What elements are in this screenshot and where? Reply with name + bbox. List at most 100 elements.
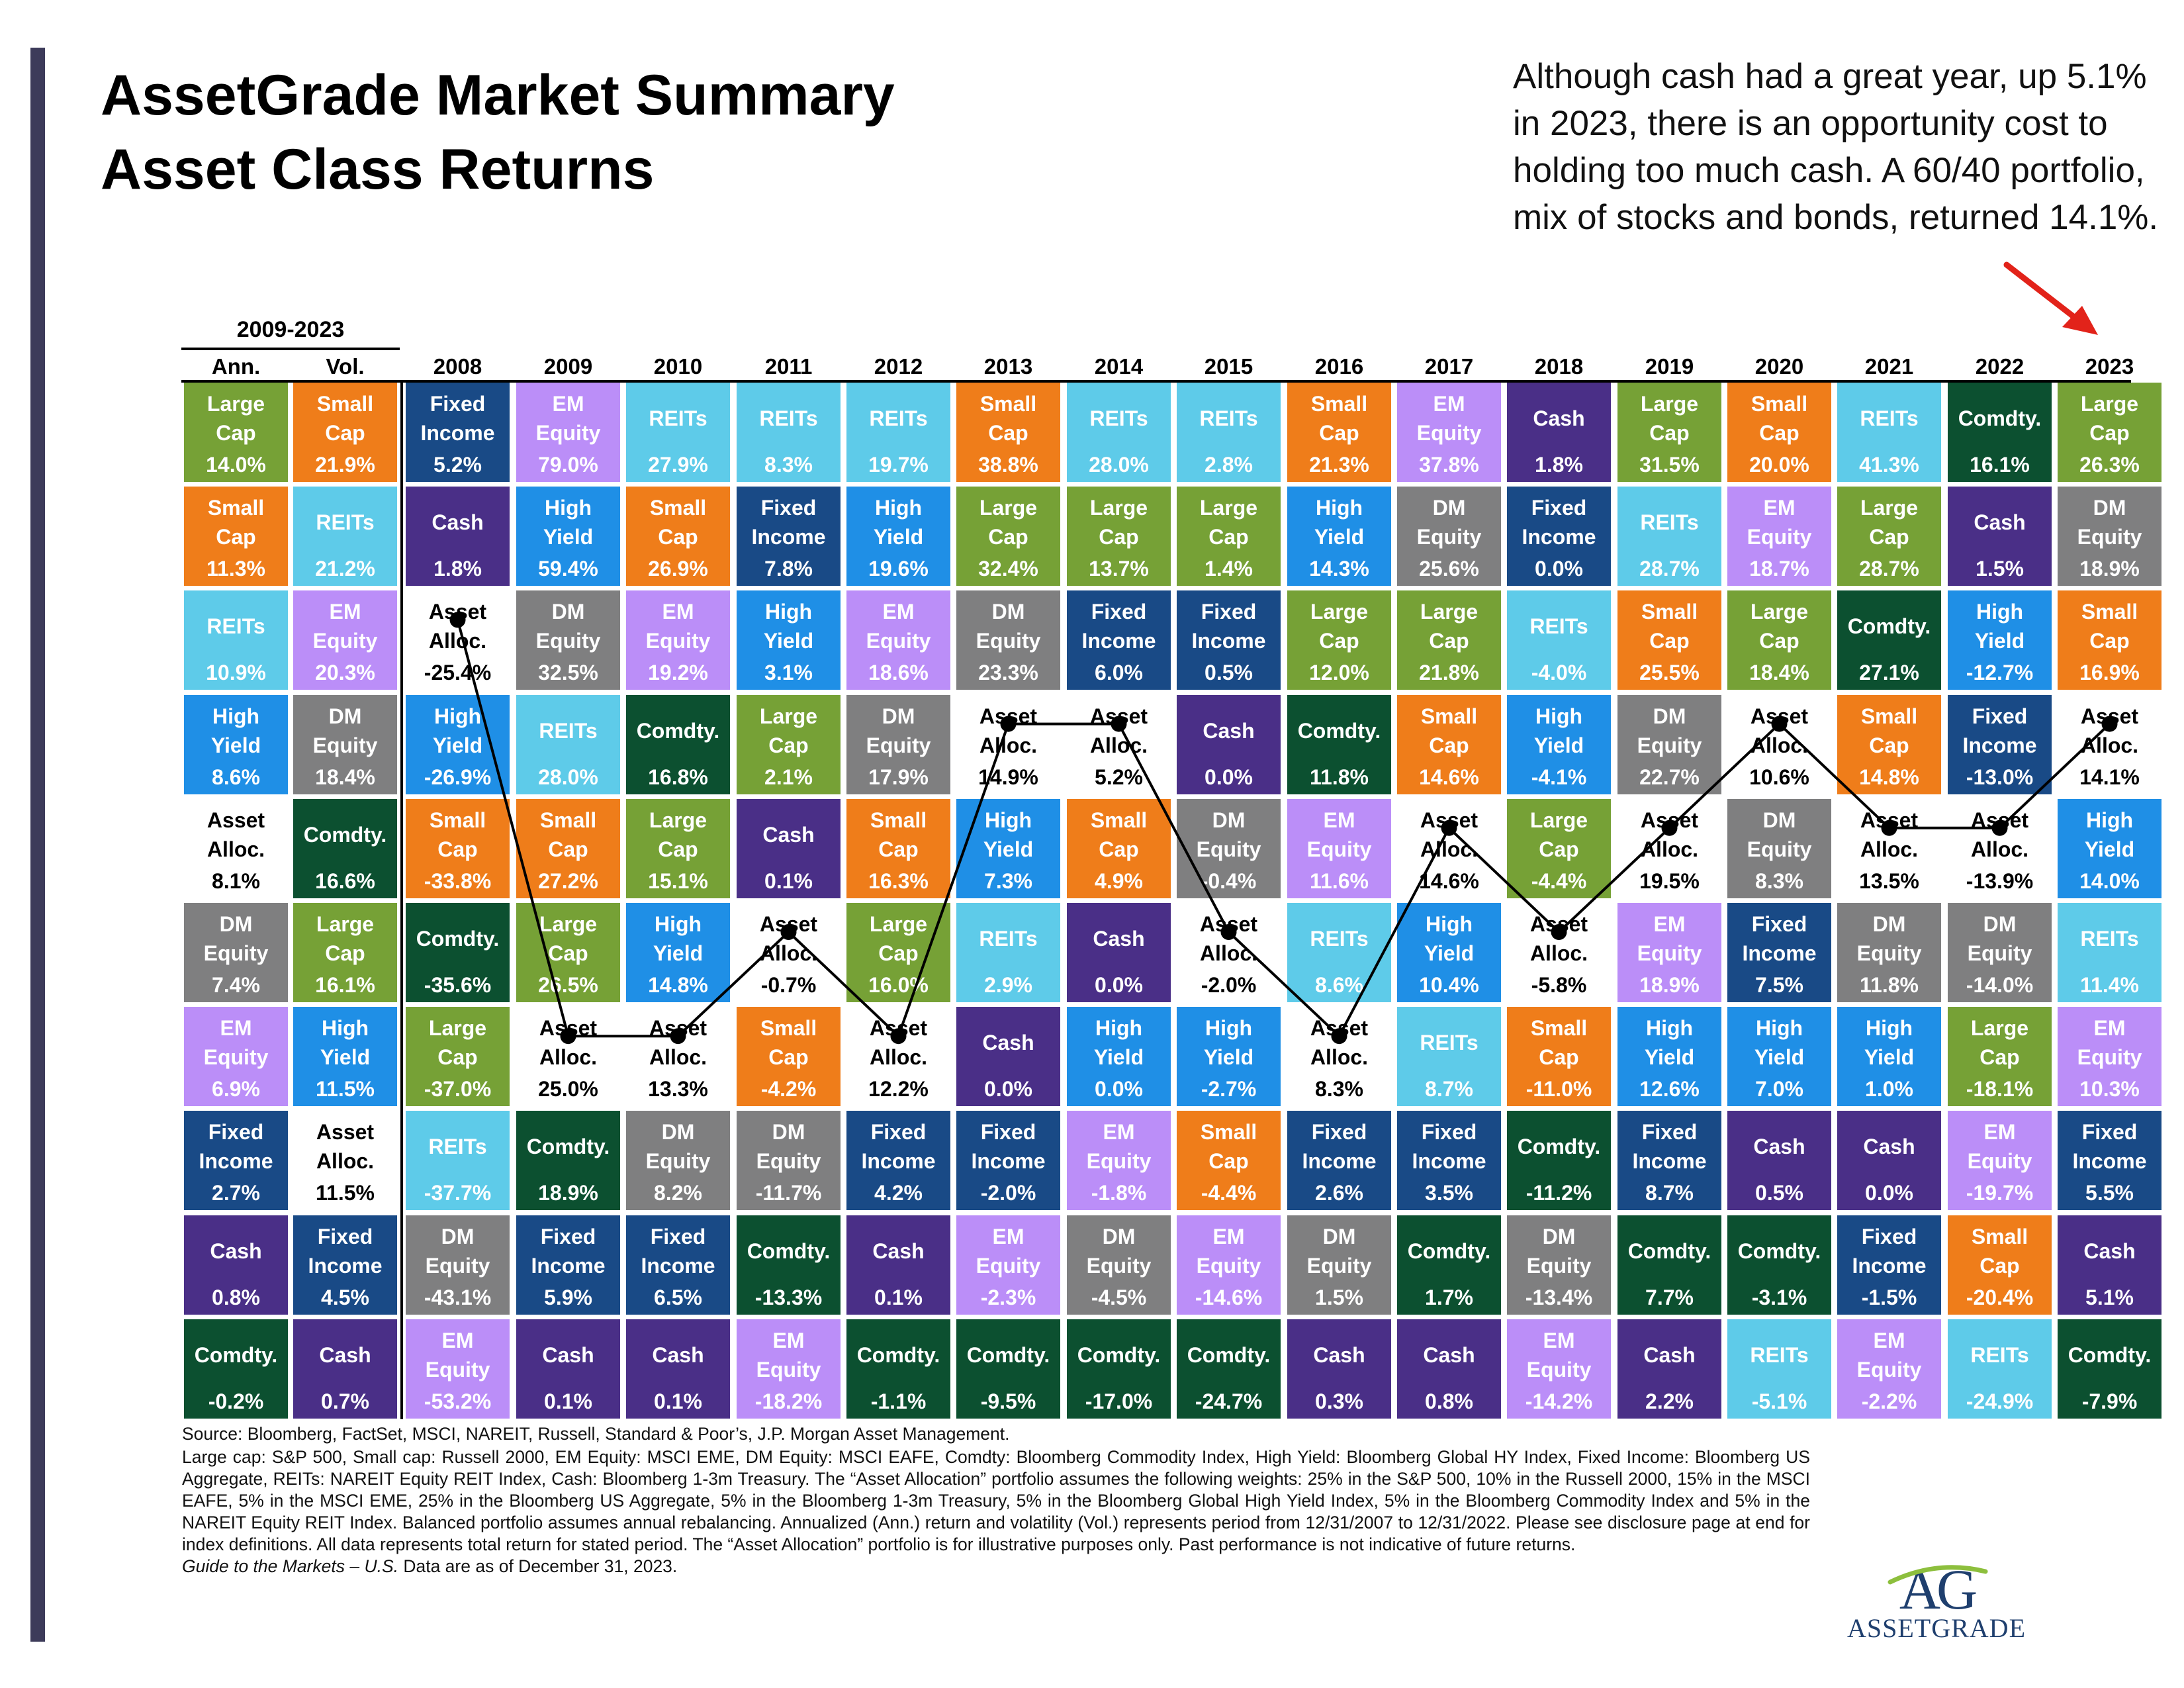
table-cell: REITs 28.0%: [1067, 383, 1171, 482]
cell-return-value: 18.9%: [1639, 973, 1700, 997]
cell-return-value: -37.0%: [424, 1077, 492, 1102]
table-cell: Cash 0.0%: [956, 1007, 1060, 1107]
table-cell: Cash 0.0%: [1837, 1111, 1941, 1211]
table-cell: Comdty. 11.8%: [1287, 694, 1391, 794]
table-cell: Cash 2.2%: [1617, 1319, 1721, 1419]
table-cell: EM Equity -14.2%: [1507, 1319, 1611, 1419]
page-title: AssetGrade Market Summary Asset Class Re…: [101, 58, 895, 207]
cell-asset-label: Large Cap: [1420, 600, 1479, 653]
cell-return-value: -4.0%: [1531, 661, 1587, 685]
cell-asset-label: DM Equity: [2077, 496, 2142, 549]
cell-return-value: 1.5%: [1315, 1285, 1363, 1309]
cell-asset-label: Small Cap: [649, 496, 707, 549]
cell-asset-label: REITs: [1640, 510, 1699, 535]
table-cell: Cash 5.1%: [2058, 1215, 2161, 1315]
table-cell: Large Cap 32.4%: [956, 487, 1060, 586]
table-cell: Fixed Income 6.0%: [1067, 590, 1171, 690]
assetgrade-logo: AG ASSETGRADE: [1844, 1556, 2029, 1643]
table-cell: EM Equity 18.6%: [846, 590, 950, 690]
cell-asset-label: EM Equity: [866, 600, 931, 653]
cell-asset-label: Comdty.: [526, 1135, 610, 1159]
table-cell: Large Cap 13.7%: [1067, 487, 1171, 586]
table-cell: EM Equity -2.3%: [956, 1215, 1060, 1315]
table-cell: REITs 8.6%: [1287, 903, 1391, 1002]
table-cell: High Yield 1.0%: [1837, 1007, 1941, 1107]
cell-asset-label: Fixed Income: [420, 392, 495, 445]
cell-asset-label: Comdty.: [747, 1239, 831, 1263]
cell-return-value: 6.0%: [1095, 661, 1143, 685]
cell-return-value: 18.9%: [2079, 557, 2140, 581]
cell-asset-label: High Yield: [210, 704, 261, 757]
cell-asset-label: Cash: [542, 1342, 594, 1367]
table-cell: EM Equity -53.2%: [406, 1319, 510, 1419]
period-header: 2009-2023: [236, 317, 345, 342]
cell-return-value: 21.3%: [1309, 453, 1369, 477]
cell-asset-label: Comdty.: [1517, 1135, 1601, 1159]
cell-return-value: 26.5%: [538, 973, 598, 997]
column-header: 2012: [874, 354, 923, 379]
cell-asset-label: Asset Alloc.: [1640, 808, 1699, 861]
cell-return-value: -0.4%: [1201, 868, 1257, 893]
cell-return-value: 8.3%: [764, 453, 813, 477]
cell-asset-label: High Yield: [983, 808, 1034, 861]
column-header: 2020: [1754, 354, 1804, 379]
cell-asset-label: Cash: [210, 1239, 262, 1263]
cell-asset-label: Asset Alloc.: [1420, 808, 1479, 861]
cell-asset-label: Small Cap: [207, 496, 265, 549]
table-cell: Cash 0.0%: [1067, 903, 1171, 1002]
cell-asset-label: Cash: [1863, 1135, 1915, 1159]
cell-asset-label: EM Equity: [535, 392, 601, 445]
table-cell: REITs 2.8%: [1177, 383, 1281, 482]
table-cell: Fixed Income 4.5%: [293, 1215, 397, 1315]
cell-asset-label: EM Equity: [1306, 808, 1372, 861]
table-cell: Cash 0.8%: [1397, 1319, 1501, 1419]
cell-asset-label: Small Cap: [316, 392, 374, 445]
cell-return-value: 8.3%: [1315, 1077, 1363, 1102]
cell-return-value: 18.7%: [1749, 557, 1809, 581]
table-cell: Asset Alloc. 10.6%: [1727, 694, 1831, 794]
cell-return-value: 18.6%: [868, 661, 929, 685]
cell-return-value: 11.8%: [1860, 973, 1919, 997]
table-cell: Small Cap 14.6%: [1397, 694, 1501, 794]
cell-return-value: -5.8%: [1531, 973, 1587, 997]
cell-asset-label: REITs: [1199, 406, 1258, 430]
cell-asset-label: High Yield: [1644, 1016, 1695, 1070]
cell-asset-label: Small Cap: [1530, 1016, 1588, 1070]
column-header: 2018: [1534, 354, 1584, 379]
cell-asset-label: Large Cap: [1310, 600, 1369, 653]
table-cell: Fixed Income 8.7%: [1617, 1111, 1721, 1211]
table-cell: DM Equity -13.4%: [1507, 1215, 1611, 1315]
table-cell: REITs -24.9%: [1948, 1319, 2052, 1419]
table-cell: High Yield 8.6%: [184, 694, 288, 794]
cell-return-value: 16.1%: [315, 973, 375, 997]
column-header: 2019: [1645, 354, 1694, 379]
column-header: 2010: [653, 354, 703, 379]
cell-asset-label: Cash: [432, 510, 484, 535]
cell-asset-label: Large Cap: [1199, 496, 1258, 549]
asset-alloc-point: [1441, 820, 1457, 836]
cell-return-value: 0.1%: [874, 1285, 923, 1309]
asset-alloc-point: [1551, 924, 1567, 940]
cell-return-value: 4.5%: [321, 1285, 369, 1309]
cell-return-value: 25.5%: [1639, 661, 1700, 685]
cell-return-value: 0.1%: [654, 1389, 702, 1413]
cell-asset-label: Asset Alloc.: [1750, 704, 1809, 757]
cell-asset-label: Asset Alloc.: [1310, 1016, 1369, 1070]
cell-return-value: 1.8%: [1535, 453, 1583, 477]
cell-asset-label: Small Cap: [1310, 392, 1368, 445]
table-cell: Cash 0.8%: [184, 1215, 288, 1315]
cell-asset-label: Comdty.: [2068, 1342, 2152, 1367]
cell-asset-label: Fixed Income: [1632, 1120, 1707, 1174]
cell-asset-label: High Yield: [653, 912, 704, 965]
cell-asset-label: REITs: [1310, 927, 1369, 951]
cell-asset-label: EM Equity: [1416, 392, 1482, 445]
cell-return-value: -13.9%: [1966, 868, 2034, 893]
cell-return-value: -1.1%: [870, 1389, 927, 1413]
table-cell: Asset Alloc.-2.0%: [1177, 903, 1281, 1002]
table-cell: Cash 1.8%: [406, 487, 510, 586]
table-cell: Small Cap 27.2%: [516, 798, 620, 898]
cell-return-value: 16.6%: [315, 868, 375, 893]
cell-return-value: 32.5%: [538, 661, 598, 685]
cell-return-value: 25.0%: [538, 1077, 598, 1102]
asset-alloc-point: [1881, 820, 1897, 836]
